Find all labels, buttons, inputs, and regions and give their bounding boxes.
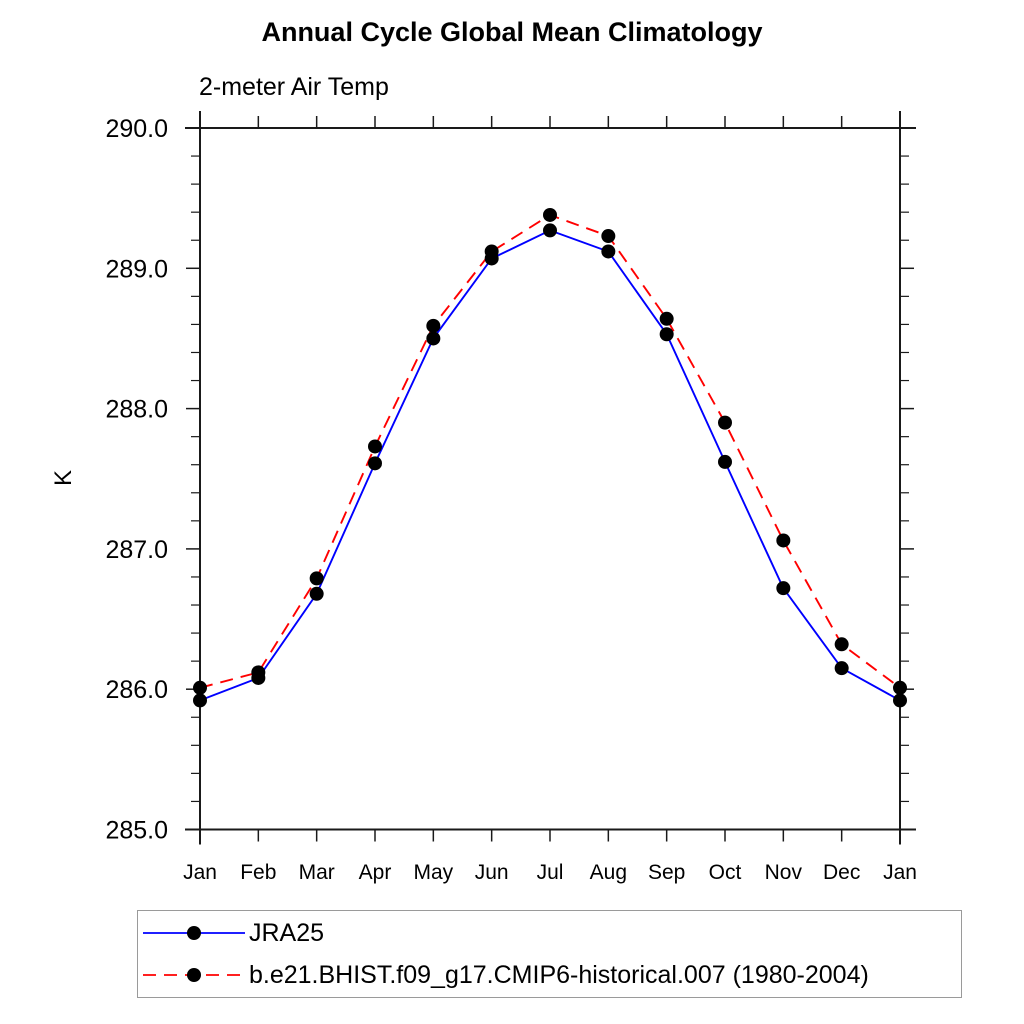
data-point-marker (309, 571, 324, 586)
data-point-marker (776, 533, 791, 548)
x-tick-label: Jun (475, 861, 509, 884)
legend-item-jra25: JRA25 (141, 913, 961, 953)
x-tick-label: May (413, 861, 453, 884)
y-tick-label: 285.0 (105, 817, 168, 845)
data-point-marker (368, 456, 382, 471)
data-point-marker (659, 311, 674, 326)
legend-label-model: b.e21.BHIST.f09_g17.CMIP6-historical.007… (249, 960, 869, 989)
legend-marker-dot (187, 968, 201, 982)
data-point-marker (893, 693, 907, 708)
y-tick-label: 288.0 (105, 396, 168, 424)
data-point-marker (834, 661, 849, 676)
legend-line-sample-solid (143, 926, 245, 940)
data-point-marker (193, 693, 207, 708)
data-point-marker (484, 244, 499, 259)
x-tick-label: Feb (240, 861, 276, 884)
y-tick-label: 287.0 (105, 536, 168, 564)
x-tick-label: Jan (883, 861, 917, 884)
data-point-marker (834, 637, 849, 652)
legend: JRA25 b.e21.BHIST.f09_g17.CMIP6-historic… (137, 910, 962, 998)
data-point-marker (543, 223, 557, 238)
x-tick-label: Apr (359, 861, 392, 884)
chart-title: Annual Cycle Global Mean Climatology (261, 17, 763, 47)
legend-label-jra25: JRA25 (249, 918, 325, 947)
x-tick-label: Aug (590, 861, 627, 884)
x-tick-label: Oct (709, 861, 742, 884)
y-tick-label: 289.0 (105, 255, 168, 283)
data-point-marker (368, 439, 382, 454)
y-tick-label: 290.0 (105, 115, 168, 143)
x-tick-label: Mar (299, 861, 335, 884)
y-tick-label: 286.0 (105, 676, 168, 704)
data-point-marker (601, 229, 616, 244)
data-point-marker (776, 581, 791, 596)
data-point-marker (718, 415, 732, 430)
series-line-jra25 (199, 229, 901, 702)
x-tick-label: Jul (537, 861, 564, 884)
legend-item-model: b.e21.BHIST.f09_g17.CMIP6-historical.007… (141, 955, 961, 995)
data-point-marker (601, 244, 616, 259)
data-point-marker (309, 586, 324, 601)
data-point-marker (893, 680, 907, 695)
data-point-marker (543, 207, 557, 222)
series-line-model (199, 213, 901, 689)
data-point-marker (659, 327, 674, 342)
legend-line-sample-dashed (143, 968, 245, 982)
x-tick-label: Nov (765, 861, 803, 884)
x-tick-label: Jan (183, 861, 217, 884)
data-point-marker (193, 680, 207, 695)
x-tick-label: Dec (823, 861, 860, 884)
legend-marker-dot (187, 926, 201, 940)
data-point-marker (426, 331, 441, 346)
chart-subtitle: 2-meter Air Temp (199, 73, 389, 101)
data-point-marker (426, 318, 441, 333)
data-point-marker (718, 454, 732, 469)
data-point-marker (251, 665, 266, 680)
x-tick-label: Sep (648, 861, 685, 884)
